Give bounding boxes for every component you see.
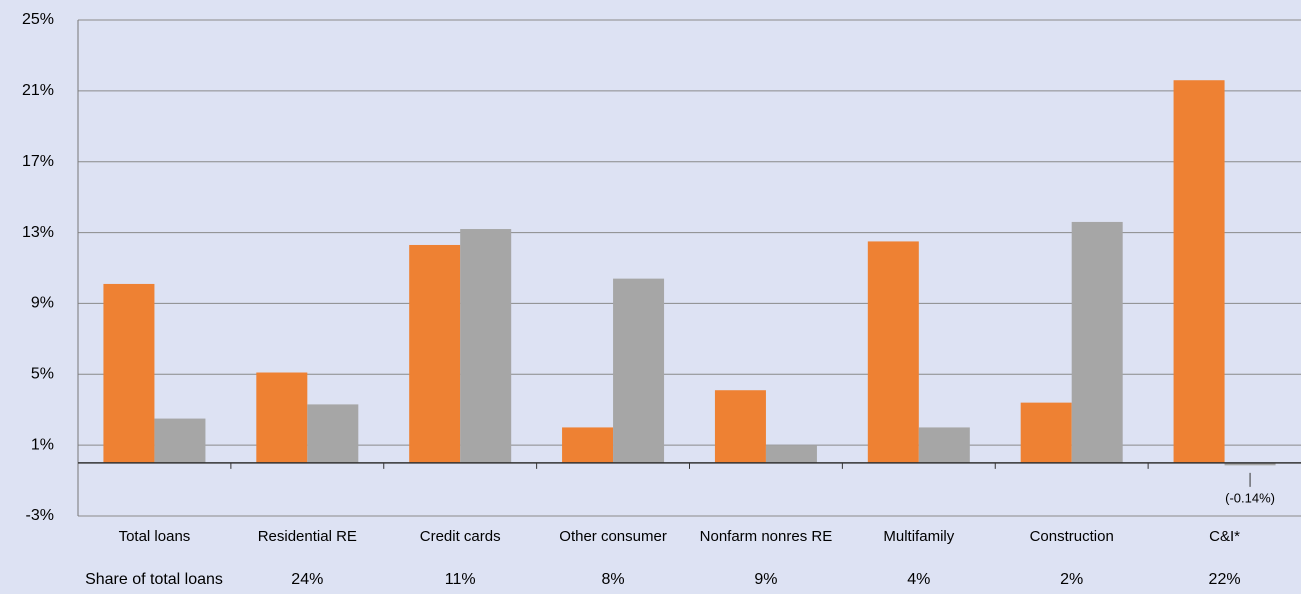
bar xyxy=(714,390,766,463)
x-tick-label: Credit cards xyxy=(420,528,501,545)
y-tick-label: -3% xyxy=(26,507,54,524)
bar xyxy=(460,229,512,463)
share-value: 24% xyxy=(291,571,323,588)
x-tick-label: Other consumer xyxy=(559,528,667,545)
bar xyxy=(154,418,206,463)
y-tick-label: 21% xyxy=(22,82,54,99)
bar xyxy=(765,445,817,463)
y-tick-label: 13% xyxy=(22,224,54,241)
x-tick-label: Multifamily xyxy=(883,528,954,545)
share-row-label: Share of total loans xyxy=(85,571,223,588)
x-tick-label: Construction xyxy=(1030,528,1114,545)
y-tick-label: 1% xyxy=(31,436,54,453)
y-tick-label: 5% xyxy=(31,366,54,383)
x-tick-label: Nonfarm nonres RE xyxy=(700,528,833,545)
bar xyxy=(918,427,970,463)
bar xyxy=(307,404,359,463)
bar xyxy=(867,241,919,463)
share-value: 2% xyxy=(1060,571,1083,588)
x-tick-label: Total loans xyxy=(119,528,191,545)
share-value: 22% xyxy=(1209,571,1241,588)
bar xyxy=(256,372,308,463)
bar xyxy=(562,427,614,463)
bar xyxy=(613,278,665,463)
bar xyxy=(1224,462,1276,466)
y-tick-label: 25% xyxy=(22,11,54,28)
share-value: 11% xyxy=(445,571,476,588)
share-value: 8% xyxy=(602,571,625,588)
bar xyxy=(103,283,155,463)
bar xyxy=(1173,80,1225,463)
bar xyxy=(1071,221,1123,463)
y-tick-label: 17% xyxy=(22,153,54,170)
bar xyxy=(409,244,461,463)
share-value: 4% xyxy=(907,571,930,588)
y-tick-label: 9% xyxy=(31,295,54,312)
value-label: (-0.14%) xyxy=(1225,490,1275,505)
x-tick-label: C&I* xyxy=(1209,528,1240,545)
bar xyxy=(1020,402,1072,463)
share-value: 9% xyxy=(754,571,777,588)
x-tick-label: Residential RE xyxy=(258,528,357,545)
